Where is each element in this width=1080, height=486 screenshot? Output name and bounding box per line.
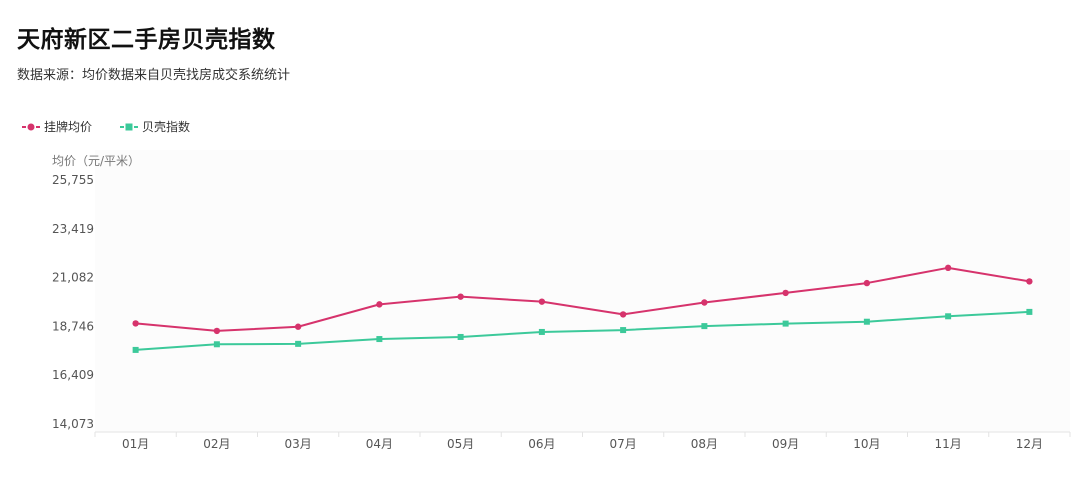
- y-tick-label: 16,409: [52, 368, 94, 382]
- x-tick-label: 05月: [447, 437, 474, 451]
- legend-item-index[interactable]: 贝壳指数: [120, 118, 190, 135]
- chart-title: 天府新区二手房贝壳指数: [17, 27, 276, 53]
- data-point-listing: [457, 293, 464, 300]
- x-tick-label: 10月: [853, 437, 880, 451]
- data-point-listing: [701, 299, 708, 306]
- data-point-index: [863, 318, 870, 325]
- x-tick-label: 03月: [284, 437, 311, 451]
- y-axis-title: 均价（元/平米）: [52, 154, 140, 168]
- data-point-listing: [782, 289, 789, 297]
- data-point-listing: [538, 298, 546, 305]
- legend-label-index: 贝壳指数: [142, 120, 191, 134]
- x-tick-label: 01月: [122, 437, 149, 451]
- chart-legend: 挂牌均价 贝壳指数: [22, 118, 190, 135]
- y-tick-label: 14,073: [52, 417, 94, 431]
- legend-marker-circle-icon: [22, 123, 40, 130]
- data-point-index: [1026, 308, 1033, 315]
- y-tick-label: 25,755: [52, 173, 94, 187]
- data-point-listing: [619, 311, 627, 318]
- plot-area: [95, 150, 1070, 432]
- data-point-listing: [294, 323, 302, 330]
- x-tick-label: 04月: [366, 437, 393, 451]
- legend-marker-square-icon: [120, 123, 139, 130]
- x-tick-label: 02月: [203, 437, 230, 451]
- data-point-listing: [376, 301, 383, 308]
- series-line-index: [135, 310, 1030, 351]
- data-point-index: [945, 313, 952, 320]
- x-tick-label: 12月: [1016, 437, 1043, 451]
- data-point-index: [376, 336, 383, 343]
- legend-item-listing[interactable]: 挂牌均价: [22, 118, 92, 135]
- x-tick-label: 06月: [528, 437, 555, 451]
- data-point-listing: [213, 327, 221, 335]
- data-point-index: [213, 341, 220, 348]
- data-point-index: [620, 327, 627, 334]
- legend-label-listing: 挂牌均价: [44, 120, 93, 134]
- data-point-listing: [863, 279, 871, 287]
- data-point-index: [132, 346, 139, 353]
- x-tick-label: 08月: [691, 437, 718, 451]
- y-tick-label: 23,419: [52, 222, 94, 236]
- data-point-listing: [1026, 278, 1033, 285]
- y-tick-label: 21,082: [52, 271, 94, 285]
- y-tick-label: 18,746: [52, 319, 94, 333]
- data-point-listing: [944, 264, 952, 272]
- data-point-index: [457, 333, 464, 340]
- data-point-index: [295, 340, 302, 347]
- x-tick-label: 09月: [772, 437, 799, 451]
- chart-subtitle: 数据来源：均价数据来自贝壳找房成交系统统计: [17, 68, 291, 83]
- x-tick-label: 07月: [609, 437, 636, 451]
- series-line-listing: [135, 266, 1030, 332]
- data-point-listing: [132, 320, 139, 327]
- data-point-index: [538, 328, 545, 335]
- data-point-index: [701, 323, 708, 330]
- data-point-index: [782, 320, 789, 327]
- x-tick-label: 11月: [934, 437, 961, 451]
